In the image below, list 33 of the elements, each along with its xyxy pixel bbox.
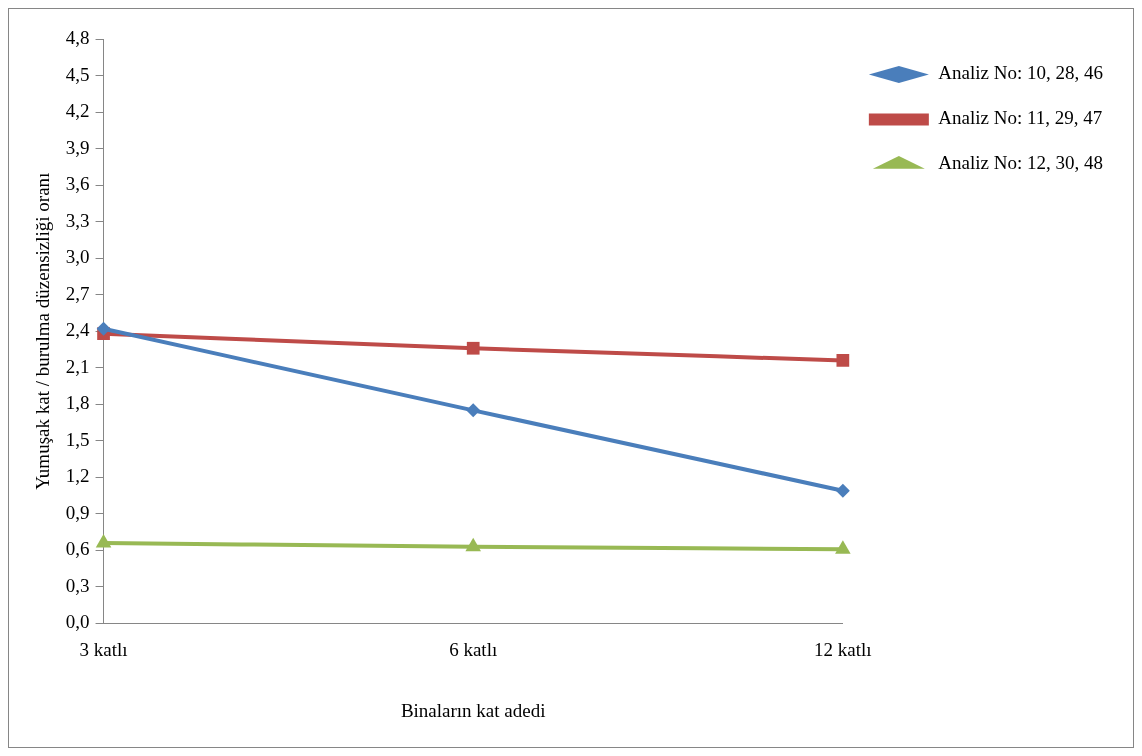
y-tick-label: 1,8 [65,392,90,414]
point [96,321,111,336]
legend-label: Analiz No: 12, 30, 48 [938,152,1104,174]
point [95,534,112,548]
y-tick-label: 2,4 [65,319,91,341]
point [466,403,481,418]
y-tick-label: 4,2 [65,100,90,122]
legend-label: Analiz No: 11, 29, 47 [938,107,1103,129]
y-tick-label: 1,5 [65,428,90,450]
x-axis-title: Binaların kat adedi [400,699,546,721]
x-tick-label: 6 katlı [449,638,498,660]
point [835,540,851,554]
y-tick-label: 0,6 [65,538,90,560]
y-tick-label: 4,8 [65,26,90,48]
y-tick-label: 0,3 [65,574,90,596]
point [466,341,480,355]
y-axis-title: Yumuşak kat / burulma düzensizliği oranı [32,172,54,490]
x-tick-label: 12 katlı [814,638,872,660]
x-tick-label: 3 katlı [79,638,128,660]
y-tick-label: 0,9 [65,501,90,523]
y-tick-label: 2,7 [65,282,90,304]
y-tick-label: 3,0 [65,246,90,268]
legend-label: Analiz No: 10, 28, 46 [938,62,1104,84]
y-tick-label: 3,3 [65,209,90,231]
y-tick-label: 0,0 [65,611,90,633]
point [465,537,481,552]
point [836,354,850,367]
y-tick-label: 3,6 [65,173,90,195]
y-tick-label: 2,1 [65,355,90,377]
point [835,483,850,498]
y-tick-label: 4,5 [65,63,90,85]
y-tick-label: 1,2 [65,465,90,487]
y-tick-label: 3,9 [65,136,90,158]
